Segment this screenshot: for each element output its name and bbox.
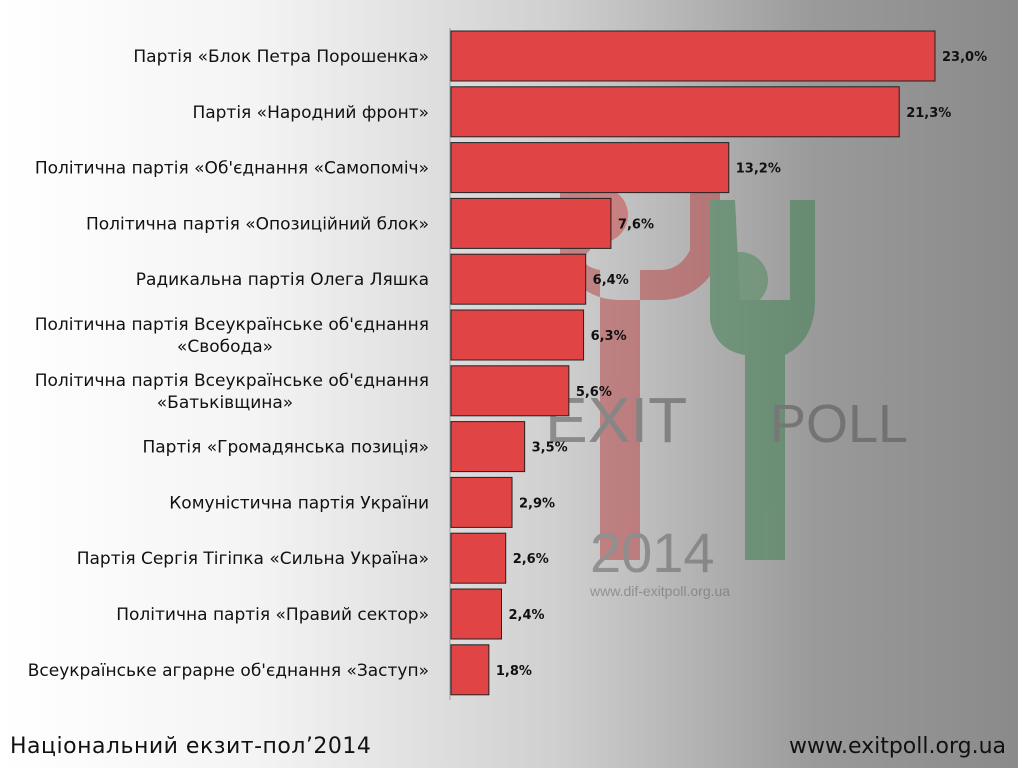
footer-title: Національний екзит-пол’2014 (10, 734, 372, 759)
category-label-9: Комуністична партія України (169, 493, 429, 513)
value-label-5: 6,4% (593, 273, 629, 288)
value-label-3: 13,2% (736, 162, 781, 177)
bar-1 (450, 30, 936, 82)
value-label-7: 5,6% (576, 385, 612, 400)
bar-11 (450, 588, 503, 640)
value-label-6: 6,3% (591, 329, 627, 344)
category-label-6: Політична партія Всеукраїнське об'єднанн… (35, 315, 429, 357)
watermark-poll-text: POLL (770, 394, 908, 454)
footer-url: www.exitpoll.org.ua (788, 734, 1006, 759)
bar-3 (450, 142, 730, 194)
bar-7 (450, 365, 570, 417)
bar-5 (450, 253, 587, 305)
value-label-1: 23,0% (942, 50, 987, 65)
bar-6 (450, 309, 585, 361)
watermark-red-figure (560, 150, 720, 560)
category-label-11: Політична партія «Правий сектор» (116, 605, 429, 625)
bar-2 (450, 86, 900, 138)
bar-8 (450, 421, 526, 473)
category-label-3: Політична партія «Об'єднання «Самопоміч» (35, 159, 429, 179)
bar-4 (450, 197, 612, 249)
category-label-12: Всеукраїнське аграрне об'єднання «Заступ… (28, 661, 429, 681)
value-label-9: 2,9% (519, 496, 555, 511)
watermark-year: 2014 (590, 521, 715, 584)
value-label-2: 21,3% (906, 106, 951, 121)
bar-10 (450, 532, 507, 584)
category-label-4: Політична партія «Опозиційний блок» (86, 214, 429, 234)
value-label-12: 1,8% (496, 664, 532, 679)
value-label-8: 3,5% (532, 441, 568, 456)
category-label-8: Партія «Громадянська позиція» (142, 438, 429, 458)
watermark-url: www.dif-exitpoll.org.ua (589, 583, 730, 599)
watermark-green-figure (710, 200, 815, 560)
exitpoll-watermark: EXIT POLL 2014 www.dif-exitpoll.org.ua (545, 150, 908, 599)
value-label-11: 2,4% (509, 608, 545, 623)
category-label-5: Радикальна партія Олега Ляшка (136, 270, 429, 290)
category-label-7: Політична партія Всеукраїнське об'єднанн… (35, 371, 429, 413)
bar-marks: 23,0% Партія «Блок Петра Порошенка» 21,3% П… (28, 30, 987, 696)
value-label-4: 7,6% (618, 217, 654, 232)
value-label-10: 2,6% (513, 552, 549, 567)
bar-12 (450, 644, 490, 696)
category-label-10: Партія Сергія Тігіпка «Сильна Україна» (77, 549, 429, 569)
category-label-2: Партія «Народний фронт» (192, 103, 429, 123)
bar-9 (450, 476, 513, 528)
category-label-1: Партія «Блок Петра Порошенка» (133, 47, 429, 67)
